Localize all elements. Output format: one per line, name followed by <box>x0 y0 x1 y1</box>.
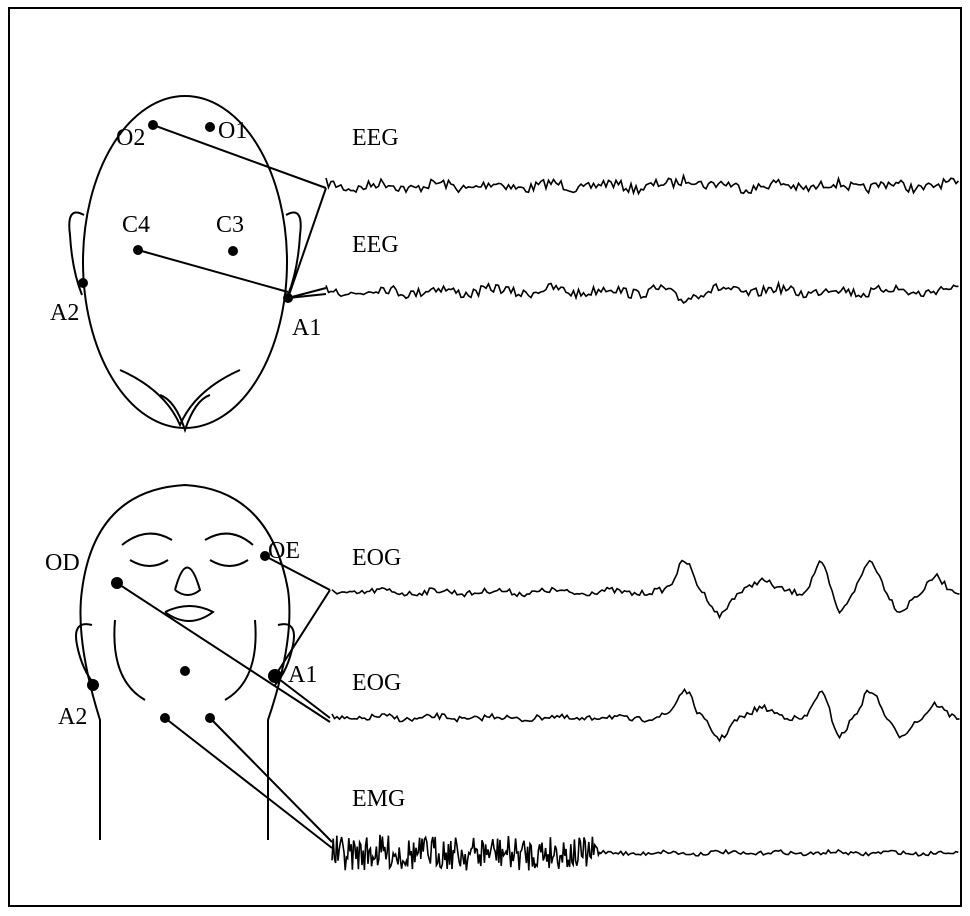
channel-label: EEG <box>352 125 399 151</box>
channel-label: EOG <box>352 545 401 571</box>
channel-label: EEG <box>352 232 399 258</box>
electrode-label: C3 <box>216 212 244 238</box>
eeg-trace <box>325 280 959 304</box>
eeg-trace <box>325 172 960 196</box>
emg-trace <box>331 834 959 871</box>
electrode-label: A1 <box>288 662 317 688</box>
bottom-head <box>75 483 333 849</box>
frame <box>8 7 962 907</box>
electrode-label: A2 <box>50 300 79 326</box>
eog-trace <box>331 559 960 620</box>
channel-label: EMG <box>352 786 405 812</box>
channel-label: EOG <box>352 670 401 696</box>
eog-trace <box>331 687 960 743</box>
electrode-label: C4 <box>122 212 150 238</box>
electrode-label: A1 <box>292 315 321 341</box>
electrode-label: O2 <box>116 125 145 151</box>
electrode-label: A2 <box>58 704 87 730</box>
electrode-label: OD <box>45 550 80 576</box>
electrode-label: OE <box>268 538 300 564</box>
top-head <box>68 95 327 434</box>
electrode-label: O1 <box>218 118 247 144</box>
